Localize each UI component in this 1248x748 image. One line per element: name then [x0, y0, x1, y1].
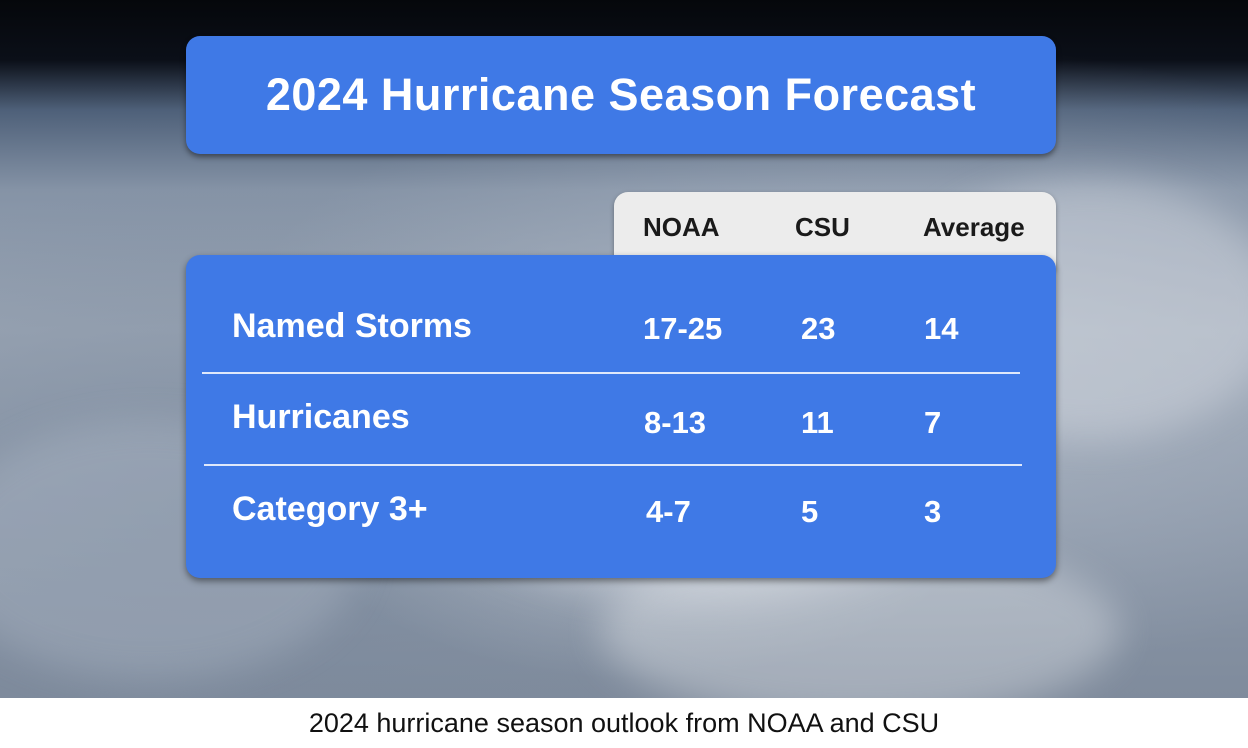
row-label-hurricanes: Hurricanes: [232, 398, 410, 436]
column-header-csu: CSU: [795, 212, 850, 242]
row-label-named-storms: Named Storms: [232, 307, 472, 345]
cell-named-storms-csu: 23: [801, 311, 836, 346]
row-divider: [202, 372, 1020, 374]
cell-hurricanes-average: 7: [924, 405, 942, 440]
column-header-noaa: NOAA: [643, 212, 720, 242]
cell-hurricanes-csu: 11: [801, 405, 834, 440]
cell-named-storms-noaa: 17-25: [643, 311, 723, 346]
cell-category-3-plus-csu: 5: [801, 494, 819, 529]
forecast-table: [186, 255, 1056, 578]
figure-caption: 2024 hurricane season outlook from NOAA …: [308, 708, 940, 738]
cell-named-storms-average: 14: [924, 311, 959, 346]
chart-title: 2024 Hurricane Season Forecast: [265, 69, 977, 120]
column-header-average: Average: [923, 212, 1025, 242]
cell-category-3-plus-noaa: 4-7: [646, 494, 691, 529]
row-divider: [204, 464, 1022, 466]
row-label-category-3-plus: Category 3+: [232, 490, 428, 528]
title-banner: 2024 Hurricane Season Forecast: [186, 36, 1056, 154]
cell-hurricanes-noaa: 8-13: [644, 405, 707, 440]
cell-category-3-plus-average: 3: [924, 494, 942, 529]
